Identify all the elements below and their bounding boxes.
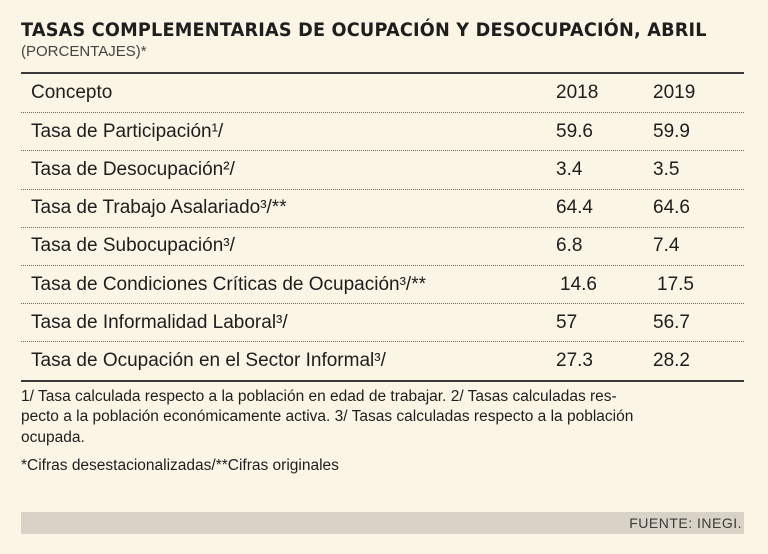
row-value-2018: 3.4 xyxy=(556,158,583,180)
notes-line: 1/ Tasa calculada respecto a la població… xyxy=(21,387,617,405)
row-value-2018: 59.6 xyxy=(556,120,593,142)
table-subtitle: (PORCENTAJES)* xyxy=(21,43,147,60)
row-value-2019: 59.9 xyxy=(653,120,690,142)
row-value-2018: 27.3 xyxy=(556,349,593,371)
table-title: TASAS COMPLEMENTARIAS DE OCUPACIÓN Y DES… xyxy=(21,19,707,41)
table-row: Tasa de Subocupación³/ 6.8 7.4 xyxy=(21,226,744,265)
row-value-2018: 14.6 xyxy=(560,273,597,295)
row-value-2018: 6.8 xyxy=(556,235,583,257)
row-concept: Tasa de Trabajo Asalariado³/** xyxy=(31,197,287,219)
row-concept: Tasa de Informalidad Laboral³/ xyxy=(31,311,288,333)
table-row: Tasa de Condiciones Críticas de Ocupació… xyxy=(21,264,744,303)
row-concept: Tasa de Condiciones Críticas de Ocupació… xyxy=(31,273,426,295)
row-value-2019: 56.7 xyxy=(653,311,690,333)
header-2018: 2018 xyxy=(556,82,599,104)
header-2019: 2019 xyxy=(653,82,696,104)
table-header-row: Concepto 2018 2019 xyxy=(21,74,744,112)
notes-line: ocupada. xyxy=(21,428,85,446)
row-value-2019: 3.5 xyxy=(653,158,680,180)
header-concept: Concepto xyxy=(31,82,113,104)
table-row: Tasa de Informalidad Laboral³/ 57 56.7 xyxy=(21,303,744,341)
table-row: Tasa de Trabajo Asalariado³/** 64.4 64.6 xyxy=(21,188,744,227)
row-concept: Tasa de Subocupación³/ xyxy=(31,235,235,257)
row-concept: Tasa de Desocupación²/ xyxy=(31,158,235,180)
row-concept: Tasa de Participación¹/ xyxy=(31,120,224,142)
row-concept: Tasa de Ocupación en el Sector Informal³… xyxy=(31,349,386,371)
table-row: Tasa de Participación¹/ 59.6 59.9 xyxy=(21,112,744,150)
row-value-2018: 57 xyxy=(556,311,578,333)
table-notes: 1/ Tasa calculada respecto a la població… xyxy=(21,387,744,449)
asterisk-footnote: *Cifras desestacionalizadas/**Cifras ori… xyxy=(21,457,339,474)
source-text: FUENTE: INEGI. xyxy=(629,515,742,531)
row-value-2019: 64.6 xyxy=(653,197,690,219)
row-value-2019: 7.4 xyxy=(653,235,680,257)
table-row: Tasa de Ocupación en el Sector Informal³… xyxy=(21,341,744,379)
row-value-2018: 64.4 xyxy=(556,197,593,219)
table-row: Tasa de Desocupación²/ 3.4 3.5 xyxy=(21,150,744,188)
data-table: Concepto 2018 2019 Tasa de Participación… xyxy=(21,72,744,382)
source-bar: FUENTE: INEGI. xyxy=(21,512,744,534)
row-value-2019: 28.2 xyxy=(653,349,690,371)
notes-line: pecto a la población económicamente acti… xyxy=(21,408,634,425)
row-value-2019: 17.5 xyxy=(657,273,694,295)
